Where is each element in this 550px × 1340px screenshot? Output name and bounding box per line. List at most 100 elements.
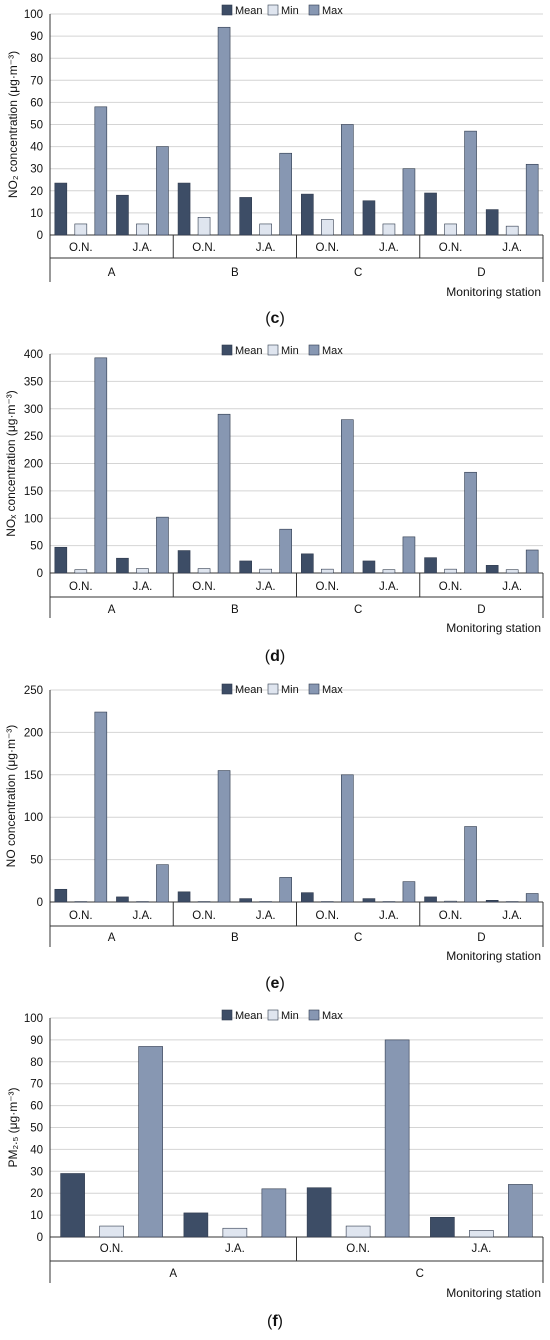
bar-max [279, 528, 292, 574]
x-category-label: O.N. [315, 910, 339, 922]
group-label: B [231, 267, 239, 279]
bar-min [136, 223, 149, 236]
bar-max [464, 471, 477, 574]
y-tick-label: 50 [30, 855, 43, 867]
y-tick-label: 300 [24, 404, 43, 416]
y-tick-label: 0 [37, 897, 43, 909]
bar-min [74, 901, 88, 903]
bar-max [156, 516, 169, 574]
group-label: A [108, 267, 116, 279]
bar-mean [116, 896, 129, 903]
y-tick-label: 400 [24, 349, 43, 361]
y-tick-label: 150 [24, 486, 43, 498]
y-tick-label: 90 [30, 1035, 43, 1047]
bar-max [402, 881, 416, 903]
bar-mean [116, 194, 129, 236]
y-tick-label: 200 [24, 727, 43, 739]
bar-max [525, 549, 539, 574]
group-label: B [231, 932, 239, 944]
legend-swatch-min [267, 1009, 279, 1021]
bar-min [382, 569, 396, 574]
y-tick-label: 50 [30, 541, 43, 553]
bar-max [279, 152, 292, 236]
group-label: A [108, 604, 116, 616]
x-category-label: J.A. [133, 242, 153, 254]
x-category-label: O.N. [439, 910, 463, 922]
y-tick-label: 40 [30, 1144, 43, 1156]
legend-label: Min [281, 345, 299, 357]
bar-max [341, 124, 354, 236]
bar-mean [362, 200, 376, 236]
y-tick-label: 100 [24, 812, 43, 824]
bar-max [156, 864, 169, 903]
bar-min [505, 569, 519, 574]
bar-max [217, 770, 231, 903]
y-axis-title: NOₓ concentration (μg·m⁻³) [4, 390, 18, 537]
bar-min [345, 1225, 371, 1238]
bar-mean [183, 1212, 209, 1238]
bar-min [197, 217, 211, 236]
x-category-label: J.A. [133, 581, 153, 593]
x-category-label: O.N. [69, 910, 93, 922]
bar-max [402, 168, 416, 236]
group-label: D [477, 267, 485, 279]
legend-label: Min [281, 5, 299, 17]
y-axis-title: NO concentration (μg·m⁻³) [4, 725, 18, 868]
bar-min [321, 219, 334, 236]
legend-label: Min [281, 1010, 299, 1022]
x-axis-title: Monitoring station [446, 949, 541, 963]
x-category-label: J.A. [502, 242, 522, 254]
legend-swatch-mean [221, 344, 233, 356]
y-tick-label: 150 [24, 770, 43, 782]
y-tick-label: 20 [30, 186, 43, 198]
bar-min [99, 1225, 124, 1238]
bar-max [464, 826, 477, 903]
bar-max [138, 1046, 163, 1238]
chart-panel-f: 0 10 20 30 40 50 60 70 80 90 100 O.N. J.A. O.N. J.A. A C… [6, 1009, 544, 1330]
y-tick-label: 40 [30, 142, 43, 154]
bar-mean [301, 892, 314, 903]
bar-mean [239, 898, 252, 903]
y-tick-label: 70 [30, 75, 43, 87]
bar-mean [362, 560, 376, 574]
y-tick-label: 100 [24, 9, 43, 21]
bar-max [402, 536, 416, 574]
bar-min [259, 223, 272, 236]
x-category-label: O.N. [192, 910, 216, 922]
legend-swatch-min [267, 344, 279, 356]
chart-panel-c: 0 10 20 30 40 50 60 70 80 90 100 O.N. J.A. O.N. J.A. O.… [6, 4, 544, 327]
x-category-label: O.N. [439, 242, 463, 254]
x-category-label: J.A. [379, 581, 399, 593]
bar-min [321, 901, 334, 903]
bar-max [341, 419, 354, 574]
bar-mean [485, 900, 499, 903]
bar-min [222, 1227, 248, 1238]
y-tick-label: 20 [30, 1188, 43, 1200]
legend-label: Mean [235, 345, 263, 357]
panel-caption: (f) [267, 1313, 283, 1330]
bar-min [444, 568, 457, 574]
bar-mean [177, 891, 191, 903]
x-axis-title: Monitoring station [446, 285, 541, 299]
x-category-label: O.N. [439, 581, 463, 593]
x-category-label: O.N. [192, 581, 216, 593]
bar-min [382, 223, 396, 236]
x-category-label: J.A. [471, 1243, 491, 1255]
y-tick-label: 80 [30, 1057, 43, 1069]
bar-max [94, 106, 108, 236]
y-tick-label: 200 [24, 459, 43, 471]
y-tick-label: 100 [24, 1013, 43, 1025]
y-tick-label: 90 [30, 31, 43, 43]
y-tick-label: 30 [30, 164, 43, 176]
y-tick-label: 0 [37, 568, 43, 580]
x-category-label: O.N. [192, 242, 216, 254]
y-tick-label: 250 [24, 431, 43, 443]
bar-mean [177, 182, 191, 236]
legend-swatch-mean [221, 1009, 233, 1021]
bar-max [464, 130, 477, 236]
bar-mean [54, 182, 68, 236]
bar-min [469, 1230, 494, 1238]
y-tick-label: 30 [30, 1166, 43, 1178]
bar-mean [362, 898, 376, 903]
group-label: C [354, 932, 362, 944]
